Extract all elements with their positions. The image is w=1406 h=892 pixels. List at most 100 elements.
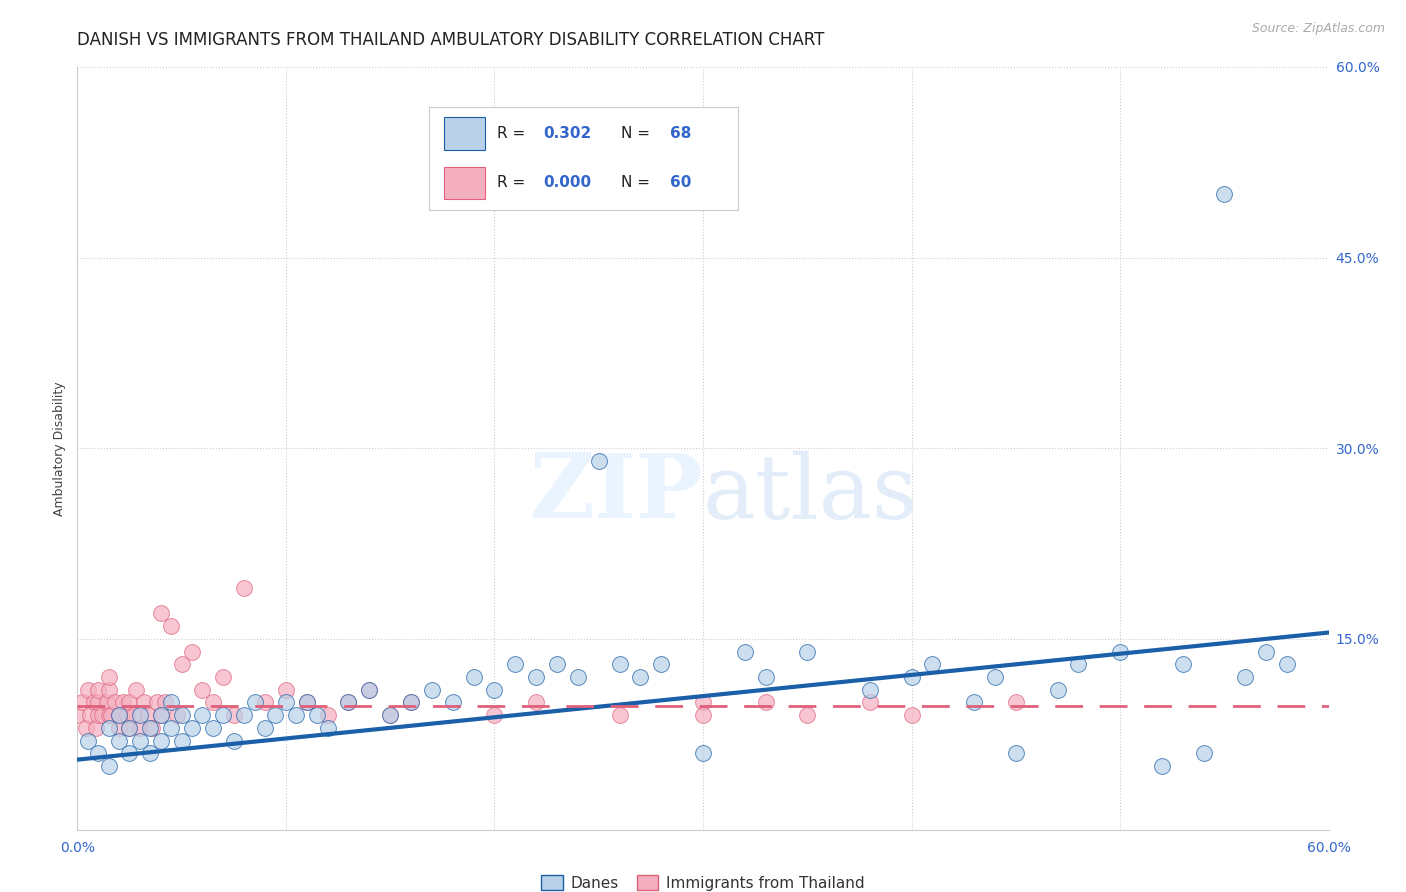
Point bbox=[132, 696, 155, 710]
Point bbox=[859, 696, 882, 710]
Point bbox=[139, 746, 162, 760]
Point bbox=[484, 708, 506, 723]
Point bbox=[692, 708, 714, 723]
Point bbox=[359, 682, 381, 697]
Point bbox=[546, 657, 568, 672]
Point bbox=[104, 696, 127, 710]
Point bbox=[900, 670, 922, 684]
Point bbox=[166, 708, 188, 723]
Point bbox=[191, 682, 214, 697]
Point bbox=[359, 682, 381, 697]
Point bbox=[264, 708, 287, 723]
Text: N =: N = bbox=[620, 176, 654, 191]
Point bbox=[97, 670, 120, 684]
Point bbox=[160, 696, 183, 710]
Point bbox=[170, 708, 193, 723]
Point bbox=[129, 733, 152, 747]
Point bbox=[307, 708, 329, 723]
Point bbox=[141, 721, 163, 735]
Point bbox=[796, 644, 818, 658]
Point bbox=[118, 696, 141, 710]
Point bbox=[859, 682, 882, 697]
Point bbox=[139, 721, 162, 735]
Point bbox=[1192, 746, 1215, 760]
Point bbox=[274, 696, 297, 710]
Point bbox=[650, 657, 672, 672]
Point bbox=[212, 670, 235, 684]
Point bbox=[122, 708, 145, 723]
Point bbox=[87, 682, 110, 697]
Point bbox=[149, 708, 172, 723]
Point bbox=[149, 607, 172, 621]
Point bbox=[524, 696, 547, 710]
Point bbox=[1171, 657, 1194, 672]
Point bbox=[108, 721, 131, 735]
Point bbox=[129, 708, 152, 723]
Text: 60: 60 bbox=[671, 176, 692, 191]
Point bbox=[76, 733, 98, 747]
Point bbox=[984, 670, 1007, 684]
Point bbox=[118, 746, 141, 760]
Point bbox=[212, 708, 235, 723]
Point bbox=[316, 708, 339, 723]
Point bbox=[118, 721, 141, 735]
Point bbox=[921, 657, 943, 672]
Point bbox=[796, 708, 818, 723]
Text: atlas: atlas bbox=[703, 450, 918, 538]
Text: DANISH VS IMMIGRANTS FROM THAILAND AMBULATORY DISABILITY CORRELATION CHART: DANISH VS IMMIGRANTS FROM THAILAND AMBUL… bbox=[77, 31, 825, 49]
Point bbox=[316, 721, 339, 735]
Point bbox=[70, 696, 93, 710]
Point bbox=[100, 708, 122, 723]
Legend: Danes, Immigrants from Thailand: Danes, Immigrants from Thailand bbox=[541, 874, 865, 890]
Point bbox=[505, 657, 527, 672]
Point bbox=[149, 708, 172, 723]
Point bbox=[900, 708, 922, 723]
Point bbox=[66, 708, 89, 723]
Point bbox=[91, 708, 114, 723]
Text: 68: 68 bbox=[671, 126, 692, 141]
Point bbox=[97, 759, 120, 773]
Text: N =: N = bbox=[620, 126, 654, 141]
Text: ZIP: ZIP bbox=[530, 450, 703, 538]
Point bbox=[1046, 682, 1069, 697]
Point bbox=[609, 657, 631, 672]
Point bbox=[201, 721, 224, 735]
Point bbox=[588, 454, 610, 468]
Point bbox=[755, 670, 778, 684]
Point bbox=[170, 657, 193, 672]
Point bbox=[233, 581, 256, 595]
Point bbox=[734, 644, 756, 658]
Point bbox=[274, 682, 297, 697]
FancyBboxPatch shape bbox=[444, 167, 485, 199]
Point bbox=[76, 682, 98, 697]
Point bbox=[463, 670, 485, 684]
Point bbox=[441, 696, 464, 710]
Point bbox=[295, 696, 318, 710]
Point bbox=[79, 708, 101, 723]
Point bbox=[125, 682, 148, 697]
Text: 0.000: 0.000 bbox=[543, 176, 592, 191]
Point bbox=[963, 696, 986, 710]
Point bbox=[399, 696, 422, 710]
Point bbox=[524, 670, 547, 684]
Point bbox=[692, 696, 714, 710]
Point bbox=[129, 721, 152, 735]
Point bbox=[484, 682, 506, 697]
Point bbox=[97, 721, 120, 735]
Point bbox=[1150, 759, 1173, 773]
Point bbox=[136, 708, 159, 723]
Point bbox=[145, 696, 167, 710]
Point bbox=[337, 696, 360, 710]
Point bbox=[295, 696, 318, 710]
Text: R =: R = bbox=[496, 176, 530, 191]
Point bbox=[380, 708, 402, 723]
Point bbox=[87, 708, 110, 723]
Point bbox=[1234, 670, 1257, 684]
Point bbox=[222, 733, 245, 747]
FancyBboxPatch shape bbox=[444, 118, 485, 150]
Point bbox=[118, 721, 141, 735]
Point bbox=[630, 670, 652, 684]
Point bbox=[233, 708, 256, 723]
Point bbox=[254, 696, 277, 710]
Point bbox=[755, 696, 778, 710]
